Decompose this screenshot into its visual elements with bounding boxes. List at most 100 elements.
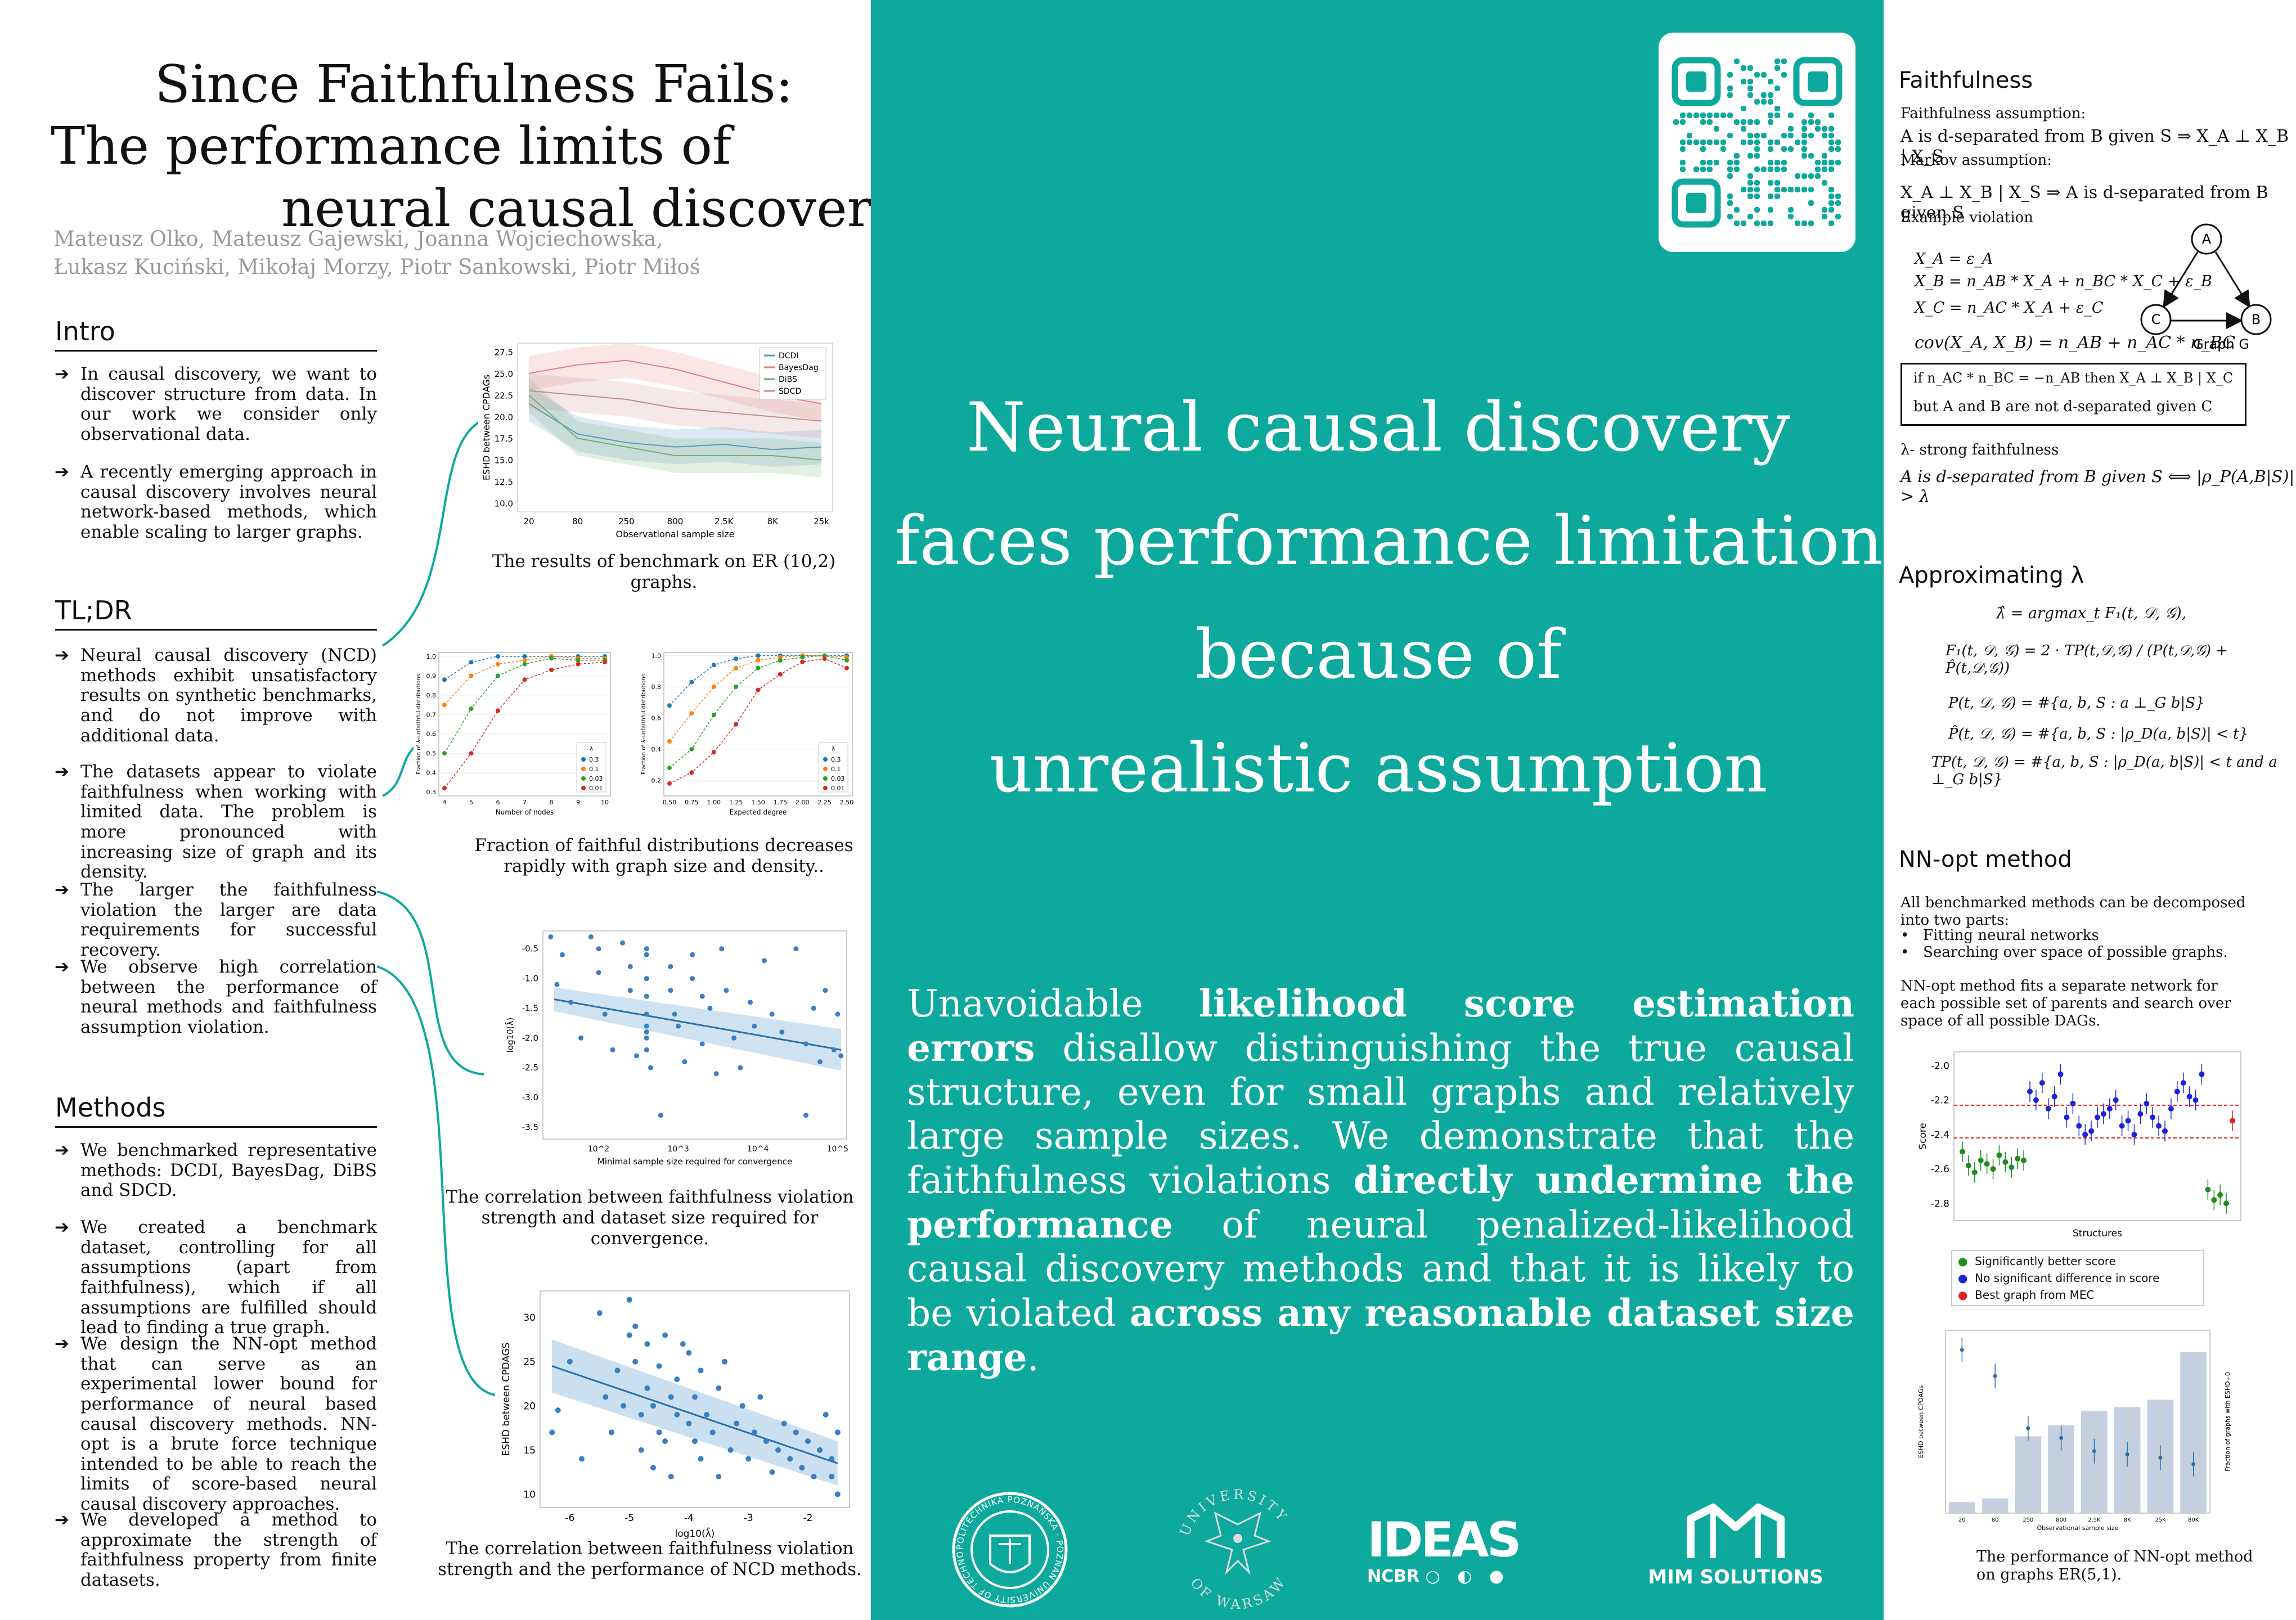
x-tick-label: -3	[744, 1513, 753, 1524]
y-tick-label: -2.8	[1931, 1198, 1949, 1209]
node-c-label: C	[2151, 312, 2161, 327]
qr-module	[1781, 133, 1787, 138]
data-point	[2162, 1128, 2168, 1134]
qr-module	[1720, 140, 1726, 145]
arrow-icon: ➔	[55, 1217, 69, 1238]
intro-bullet-1: ➔ In causal discovery, we want to discove…	[55, 364, 377, 444]
qr-module	[1828, 200, 1834, 206]
data-point	[822, 653, 827, 658]
qr-module	[1788, 126, 1794, 132]
intro-heading: Intro	[55, 316, 115, 346]
x-tick-label: 25K	[2155, 1517, 2166, 1523]
qr-module	[1768, 220, 1773, 226]
series-line	[528, 390, 822, 422]
data-point	[731, 1035, 737, 1041]
qr-module	[1774, 180, 1780, 186]
qr-module	[1680, 146, 1686, 152]
qr-module	[1774, 166, 1780, 172]
fraction-nodes-chart: 0.3 0.4 0.5 0.6 0.7 0.8 0.9 1.0 4 5 6 7 8 9 10 Number o…	[414, 647, 616, 832]
data-point	[549, 1429, 555, 1436]
data-point	[2021, 1157, 2027, 1163]
x-tick-label: 10^2	[588, 1145, 609, 1154]
ideas-wordmark: IDEAS	[1367, 1512, 1522, 1568]
qr-module	[1747, 119, 1753, 125]
qr-code[interactable]	[1659, 33, 1855, 252]
data-point	[614, 1367, 621, 1374]
data-point	[442, 703, 447, 708]
legend-label: 0.03	[589, 775, 603, 782]
benchmark-caption: The results of benchmark on ER (10,2) gr…	[492, 551, 836, 593]
qr-module	[1754, 180, 1760, 186]
nn-opt-bar-chart: 20 80 250 800 2.5K 8K 25K 80K Observational samp…	[1906, 1319, 2244, 1550]
qr-module	[1747, 79, 1753, 84]
data-point	[603, 660, 607, 665]
data-point	[756, 653, 761, 658]
qr-module	[1822, 207, 1827, 213]
data-point	[568, 1000, 574, 1005]
data-point	[800, 655, 805, 660]
strong-faithfulness-label: λ- strong faithfulness	[1900, 442, 2059, 458]
graph-g-diagram: A C B Graph G	[2140, 223, 2272, 352]
data-point	[734, 722, 739, 727]
eq-cov: cov(X_A, X_B) = n_AB + n_AC * n_BC	[1915, 333, 2236, 353]
data-point	[576, 658, 581, 663]
methods-bullet-4: ➔ We developed a method to approximate th…	[55, 1510, 377, 1590]
connector-3	[376, 890, 484, 1076]
y-tick-label: 10.0	[495, 499, 513, 509]
data-point	[603, 1394, 609, 1400]
qr-module	[1754, 194, 1760, 199]
faithfulness-heading: Faithfulness	[1899, 68, 2033, 93]
qr-finder-eye	[1808, 71, 1828, 92]
data-point	[667, 781, 672, 786]
y-axis-label: Fraction of λ-unfaithful distributions	[416, 674, 422, 775]
legend-label: BayesDag	[779, 363, 819, 372]
bar	[2015, 1436, 2042, 1513]
authors-line-2: Łukasz Kuciński, Mikołaj Morzy, Piotr Sa…	[53, 254, 700, 279]
nn-opt-intro: All benchmarked methods can be decompose…	[1900, 894, 2246, 929]
data-point	[724, 988, 729, 993]
qr-module	[1741, 119, 1746, 125]
data-point	[442, 786, 447, 791]
data-point	[2191, 1462, 2196, 1466]
data-point	[549, 656, 554, 661]
data-point	[2158, 1455, 2163, 1460]
qr-module	[1835, 200, 1841, 206]
data-point	[626, 1332, 632, 1338]
markov-statement: X_A ⊥ X_B | X_S ⇒ A is d-separated from …	[1900, 183, 2268, 223]
qr-module	[1761, 166, 1767, 172]
qr-module	[1808, 200, 1814, 206]
tldr-heading: TL;DR	[55, 595, 132, 626]
qr-module	[1754, 220, 1760, 226]
qr-module	[1720, 112, 1726, 118]
left-column: Since Faithfulness Fails: The performanc…	[0, 0, 901, 1620]
mim-mark-icon	[1687, 1504, 1785, 1558]
legend-label: 0.01	[831, 785, 845, 792]
qr-module	[1788, 112, 1794, 118]
data-point	[799, 1465, 805, 1471]
qr-module	[1680, 166, 1686, 172]
qr-module	[1741, 126, 1746, 132]
y-axis-label: ESHD between CPDAGS	[501, 1343, 512, 1456]
x-tick-label: 0.50	[663, 799, 677, 806]
qr-module	[1788, 187, 1794, 192]
x-tick-label: -2	[803, 1513, 812, 1524]
data-point	[829, 1474, 835, 1479]
qr-module	[1788, 146, 1794, 152]
arrow-icon: ➔	[55, 1334, 69, 1354]
qr-module	[1828, 166, 1834, 172]
data-point	[644, 952, 649, 957]
data-point	[2150, 1114, 2156, 1120]
qr-module	[1828, 207, 1834, 213]
qr-module	[1761, 99, 1767, 105]
authors-line-1: Mateusz Olko, Mateusz Gajewski, Joanna W…	[53, 227, 663, 251]
data-point	[739, 1403, 745, 1409]
qr-module	[1815, 160, 1821, 165]
qr-module	[1687, 133, 1692, 138]
qr-module	[1822, 153, 1827, 159]
data-point	[704, 1412, 710, 1418]
qr-module	[1700, 146, 1706, 152]
data-point	[2059, 1436, 2064, 1441]
qr-module	[1727, 200, 1733, 206]
qr-module	[1754, 166, 1760, 172]
qr-module	[1734, 160, 1740, 165]
